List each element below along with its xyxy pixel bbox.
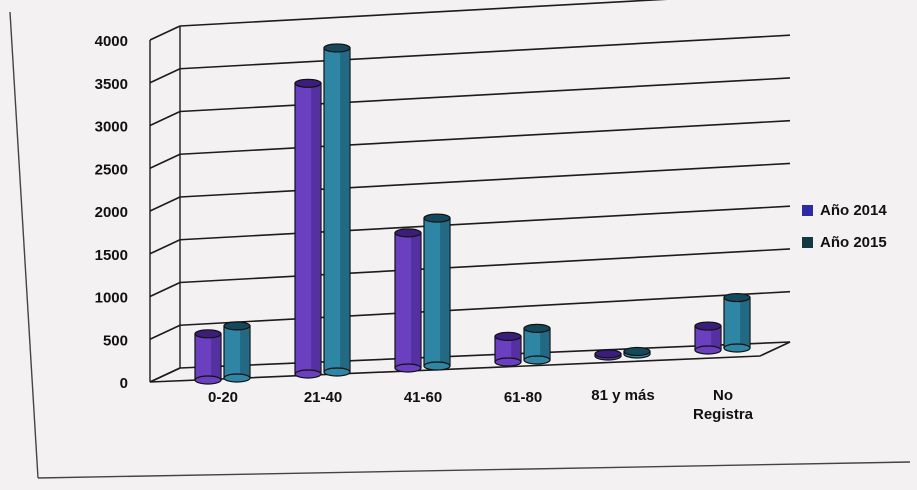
gridline	[179, 290, 791, 327]
x-tick-label: 61-80	[504, 389, 542, 406]
legend-swatch	[802, 237, 813, 248]
bar-base	[394, 363, 422, 373]
y-tick-label: 4000	[95, 33, 128, 50]
legend: Año 2014 Año 2015	[802, 202, 887, 251]
bar-shade	[440, 218, 450, 366]
gridline	[179, 34, 791, 70]
bar	[223, 321, 251, 383]
gridline	[179, 77, 791, 113]
gridline	[179, 205, 791, 241]
bar-base	[194, 375, 222, 385]
bar	[694, 321, 722, 355]
x-tick-label: 81 y más	[591, 387, 654, 404]
gridlines	[149, 0, 791, 383]
legend-item: Año 2014	[802, 202, 887, 219]
legend-label: Año 2015	[820, 234, 887, 251]
bar-body	[223, 325, 251, 379]
x-tick-label: 0-20	[208, 389, 238, 406]
bar-shade	[411, 232, 421, 368]
bar-shade	[540, 328, 550, 360]
bar	[194, 329, 222, 385]
gridline	[179, 248, 791, 284]
bar-base	[323, 367, 351, 377]
bar-top	[694, 321, 722, 331]
gridline-wall	[149, 196, 181, 212]
bar-shade	[240, 325, 250, 378]
frame-left-edge	[9, 11, 39, 479]
bar-base	[523, 355, 551, 365]
y-axis: 0 500 1000 1500 2000 2500 3000 3500 4000	[95, 33, 128, 392]
bar-shade	[711, 326, 721, 350]
frame-bottom-edge	[37, 461, 911, 479]
bar-base	[494, 357, 522, 367]
bar	[594, 349, 622, 361]
bar-shade	[211, 333, 221, 380]
y-tick-label: 1500	[95, 247, 128, 264]
bar-base	[723, 343, 751, 353]
gridline	[179, 162, 791, 198]
bar-top	[523, 323, 551, 333]
bar-body	[394, 232, 422, 369]
bar-top	[594, 349, 622, 359]
bar	[394, 228, 422, 373]
y-tick-label: 2000	[95, 204, 128, 221]
bar-base	[694, 345, 722, 355]
bar-shade	[511, 336, 521, 362]
bar-top	[323, 43, 351, 53]
legend-item: Año 2015	[802, 234, 887, 251]
bar-top	[294, 78, 322, 88]
x-tick-label: 41-60	[404, 389, 442, 406]
gridline-wall	[149, 110, 181, 127]
gridline-wall	[149, 25, 181, 41]
bar-body	[194, 333, 222, 381]
bars	[194, 43, 751, 385]
gridline-wall	[149, 367, 181, 383]
gridline-wall	[149, 281, 181, 298]
gridline-wall	[149, 324, 181, 340]
bar-top	[494, 331, 522, 341]
y-tick-label: 3000	[95, 119, 128, 136]
bar-shade	[340, 47, 350, 373]
y-tick-label: 500	[103, 332, 128, 349]
y-tick-label: 0	[120, 375, 128, 392]
gridline	[179, 119, 791, 156]
bar	[623, 346, 651, 359]
x-axis: 0-20 21-40 41-60 61-80 81 y más No Registra	[208, 387, 754, 423]
bar-top	[223, 321, 251, 331]
bar	[494, 331, 522, 367]
y-tick-label: 1000	[95, 290, 128, 307]
bar-shade	[311, 83, 321, 375]
bar-shade	[740, 297, 750, 348]
bar-base	[423, 361, 451, 371]
bar	[423, 213, 451, 371]
chart-frame	[9, 11, 911, 479]
bar-base	[223, 373, 251, 383]
x-tick-label: 21-40	[304, 389, 342, 406]
bar-top	[723, 292, 751, 303]
bar	[294, 78, 322, 379]
legend-swatch	[802, 205, 813, 216]
gridline-wall	[149, 68, 181, 84]
bar-base	[294, 369, 322, 379]
bar-top	[194, 329, 222, 339]
bar-top	[623, 346, 651, 357]
y-tick-label: 3500	[95, 76, 128, 93]
bar-top	[423, 213, 451, 223]
legend-label: Año 2014	[820, 202, 887, 219]
bar-body	[723, 296, 751, 349]
gridline-wall	[149, 239, 181, 255]
gridline	[179, 0, 668, 27]
bar-body	[323, 47, 351, 373]
x-tick-label: No Registra	[693, 387, 754, 423]
bar	[323, 43, 351, 377]
y-tick-label: 2500	[95, 161, 128, 178]
gridline-wall	[149, 153, 181, 169]
bar-top	[394, 228, 422, 238]
bar	[723, 292, 751, 353]
bar	[523, 323, 551, 365]
